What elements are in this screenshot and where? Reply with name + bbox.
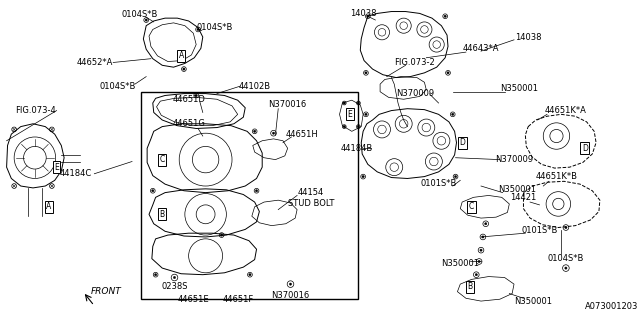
Text: N370016: N370016 — [269, 100, 307, 109]
Text: E: E — [348, 110, 352, 119]
Circle shape — [480, 249, 482, 251]
Text: 44184B: 44184B — [340, 144, 372, 153]
Circle shape — [249, 274, 251, 276]
Circle shape — [447, 72, 449, 74]
Text: B: B — [159, 210, 164, 219]
Circle shape — [343, 125, 346, 128]
Text: 44652*A: 44652*A — [76, 58, 113, 67]
Circle shape — [362, 175, 364, 178]
Circle shape — [482, 236, 484, 238]
Circle shape — [152, 190, 154, 192]
Circle shape — [253, 130, 256, 132]
Text: A: A — [179, 52, 184, 60]
Text: B: B — [467, 283, 472, 292]
Text: STUD BOLT: STUD BOLT — [288, 198, 335, 207]
Circle shape — [255, 190, 258, 192]
Text: 0101S*B: 0101S*B — [522, 226, 557, 235]
Text: 44154: 44154 — [298, 188, 324, 197]
Text: N350001: N350001 — [514, 297, 552, 306]
Text: 44102B: 44102B — [239, 82, 271, 91]
Text: 14038: 14038 — [515, 33, 541, 42]
Text: 44184C: 44184C — [60, 169, 92, 178]
Text: 0104S*B: 0104S*B — [548, 254, 584, 263]
Circle shape — [564, 226, 567, 229]
Circle shape — [273, 132, 275, 134]
Circle shape — [343, 102, 346, 104]
Text: N370009: N370009 — [495, 155, 533, 164]
Text: 44651K*B: 44651K*B — [536, 172, 577, 181]
Circle shape — [173, 276, 175, 279]
Text: 44651E: 44651E — [177, 295, 209, 304]
Text: 14038: 14038 — [350, 9, 376, 18]
Text: 44651K*A: 44651K*A — [545, 106, 587, 115]
Circle shape — [454, 175, 457, 178]
Text: FIG.073-2: FIG.073-2 — [395, 58, 435, 67]
Text: 0104S*B: 0104S*B — [100, 82, 136, 91]
Text: N350001: N350001 — [500, 84, 538, 93]
Text: C: C — [159, 155, 165, 164]
Circle shape — [564, 267, 567, 269]
Text: D: D — [582, 144, 588, 153]
Text: 0104S*B: 0104S*B — [197, 23, 233, 32]
Circle shape — [221, 234, 223, 236]
Text: 44643*A: 44643*A — [463, 44, 499, 53]
Text: 44651F: 44651F — [223, 295, 254, 304]
Circle shape — [357, 125, 360, 128]
Text: FRONT: FRONT — [90, 287, 121, 296]
Text: D: D — [460, 138, 465, 147]
Text: 44651D: 44651D — [172, 95, 205, 104]
Circle shape — [484, 223, 487, 225]
Circle shape — [478, 260, 480, 263]
Circle shape — [357, 102, 360, 104]
Text: N350001: N350001 — [441, 259, 479, 268]
Circle shape — [365, 72, 367, 74]
Circle shape — [197, 28, 199, 31]
Text: 44651H: 44651H — [285, 130, 318, 139]
Circle shape — [444, 15, 446, 17]
Circle shape — [195, 94, 197, 97]
Text: 0104S*B: 0104S*B — [122, 10, 158, 19]
Circle shape — [183, 68, 185, 70]
Circle shape — [365, 113, 367, 116]
Text: A073001203: A073001203 — [585, 302, 638, 311]
Text: 14421: 14421 — [510, 193, 536, 202]
Circle shape — [289, 283, 292, 285]
Text: 0238S: 0238S — [161, 283, 188, 292]
Text: 0101S*B: 0101S*B — [420, 179, 457, 188]
Circle shape — [154, 274, 157, 276]
Text: N370009: N370009 — [396, 89, 434, 98]
Circle shape — [145, 19, 147, 21]
Text: E: E — [54, 163, 59, 172]
Circle shape — [475, 274, 477, 276]
Text: A: A — [47, 202, 52, 211]
Text: C: C — [469, 202, 474, 211]
Text: FIG.073-4: FIG.073-4 — [15, 106, 56, 115]
Bar — [141, 92, 358, 299]
Circle shape — [452, 113, 454, 116]
Text: N350001: N350001 — [498, 185, 536, 194]
Text: N370016: N370016 — [271, 291, 310, 300]
Circle shape — [367, 15, 369, 17]
Text: 44651G: 44651G — [172, 119, 205, 128]
